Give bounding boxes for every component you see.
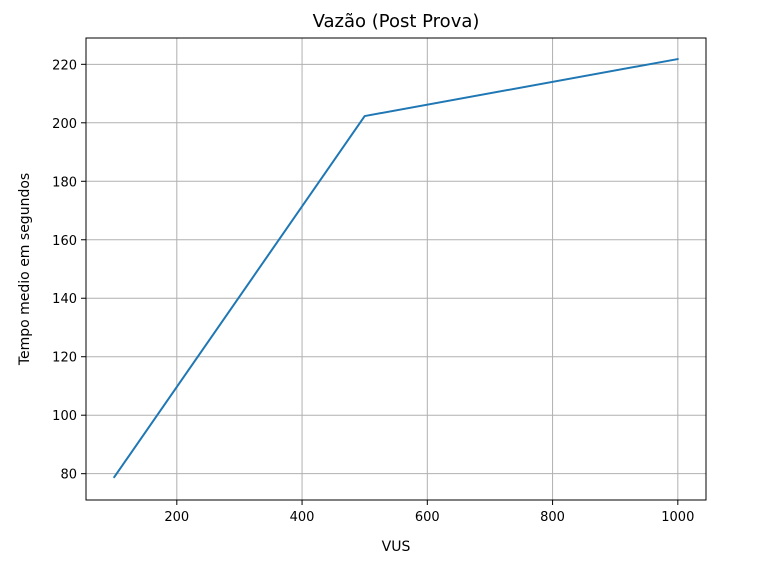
- y-tick-label: 220: [52, 58, 77, 73]
- grid: [86, 38, 706, 500]
- y-tick-label: 100: [52, 409, 77, 424]
- x-tick-label: 200: [164, 510, 189, 525]
- plot-frame: [85, 37, 707, 501]
- x-tick-label: 800: [540, 510, 565, 525]
- x-tick-label: 600: [415, 510, 440, 525]
- x-axis-label: VUS: [382, 539, 411, 555]
- y-tick-label: 160: [52, 234, 77, 249]
- y-tick-label: 180: [52, 175, 77, 190]
- series-line: [113, 58, 679, 479]
- x-tick-label: 400: [290, 510, 315, 525]
- y-tick-label: 120: [52, 351, 77, 366]
- chart-title: Vazão (Post Prova): [313, 11, 480, 32]
- y-tick-label: 80: [60, 468, 77, 483]
- x-tick-label: 1000: [661, 510, 694, 525]
- series-group: [113, 58, 679, 479]
- ticks: 200 400 600 800 1000 80 100 120 140 160 180 200 220: [52, 58, 694, 525]
- y-tick-label: 140: [52, 292, 77, 307]
- y-axis-label: Tempo medio em segundos: [17, 173, 33, 366]
- y-tick-label: 200: [52, 117, 77, 132]
